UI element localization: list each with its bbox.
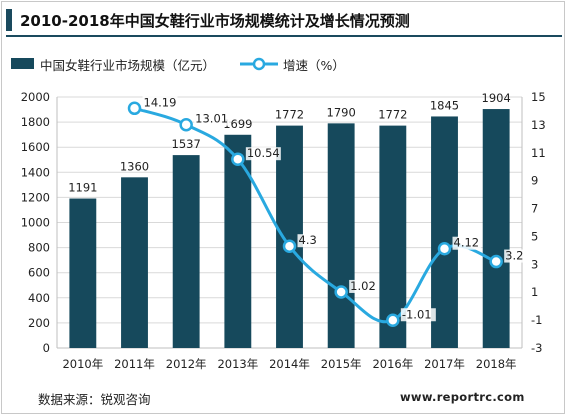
legend-bar-swatch: [11, 58, 34, 69]
chart-title: 2010-2018年中国女鞋行业市场规模统计及增长情况预测: [20, 12, 410, 30]
title-rule: [6, 35, 562, 37]
legend-bar-label: 中国女鞋行业市场规模（亿元）: [40, 58, 216, 73]
website-label: www.reportrc.com: [400, 390, 525, 404]
legend-line-swatch: [240, 57, 278, 71]
legend-line-label: 增速（%）: [283, 58, 345, 73]
title-accent: [6, 9, 12, 31]
title-bar: 2010-2018年中国女鞋行业市场规模统计及增长情况预测: [6, 7, 562, 37]
source-note: 数据来源：锐观咨询: [38, 392, 151, 407]
